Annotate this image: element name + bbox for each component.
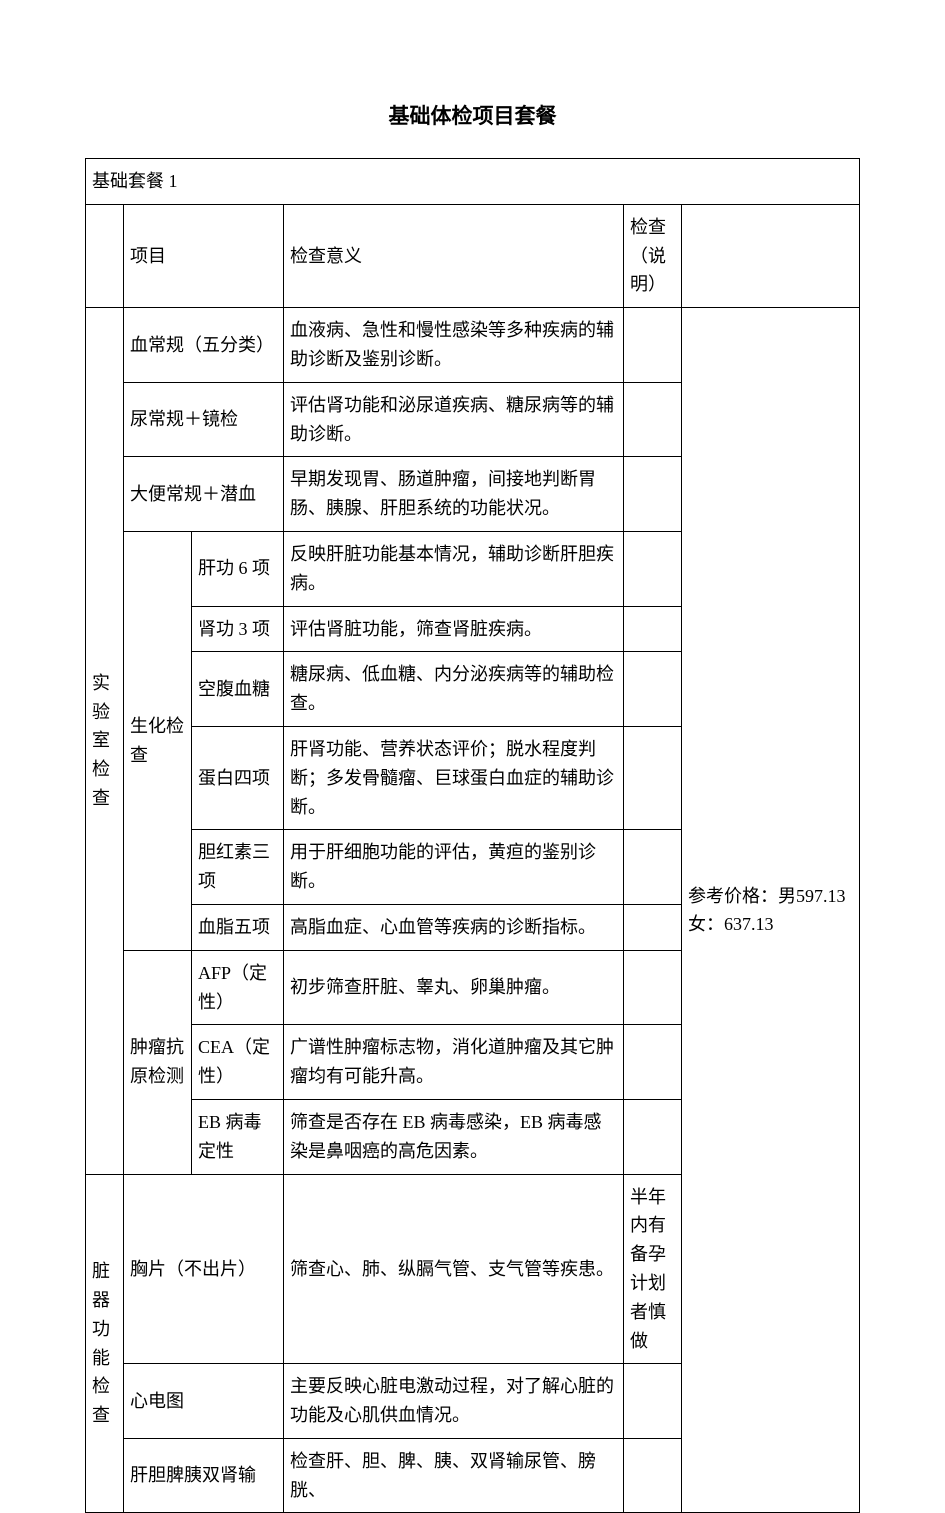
category-lab: 实验室检查	[86, 308, 124, 1174]
table-note	[624, 950, 682, 1025]
table-meaning: 早期发现胃、肠道肿瘤，间接地判断胃肠、胰腺、肝胆系统的功能状况。	[284, 457, 624, 532]
table-item: 肝胆脾胰双肾输	[124, 1438, 284, 1513]
table-item: 血常规（五分类）	[124, 308, 284, 383]
subgroup-tumor: 肿瘤抗原检测	[124, 950, 192, 1174]
package-name: 基础套餐 1	[86, 159, 860, 205]
table-meaning: 筛查心、肺、纵膈气管、支气管等疾患。	[284, 1174, 624, 1364]
table-item: 空腹血糖	[192, 652, 284, 727]
table-note	[624, 652, 682, 727]
table-note	[624, 308, 682, 383]
table-note	[624, 457, 682, 532]
table-meaning: 初步筛查肝脏、睾丸、卵巢肿瘤。	[284, 950, 624, 1025]
table-meaning: 评估肾功能和泌尿道疾病、糖尿病等的辅助诊断。	[284, 382, 624, 457]
table-note	[624, 1099, 682, 1174]
table-meaning: 评估肾脏功能，筛查肾脏疾病。	[284, 606, 624, 652]
table-meaning: 筛查是否存在 EB 病毒感染，EB 病毒感染是鼻咽癌的高危因素。	[284, 1099, 624, 1174]
table-item: 胸片（不出片）	[124, 1174, 284, 1364]
table-meaning: 血液病、急性和慢性感染等多种疾病的辅助诊断及鉴别诊断。	[284, 308, 624, 383]
header-note: 检查（说明）	[624, 204, 682, 307]
table-note	[624, 1364, 682, 1439]
table-meaning: 用于肝细胞功能的评估，黄疸的鉴别诊断。	[284, 830, 624, 905]
price-cell: 参考价格：男597.13 女：637.13	[682, 308, 860, 1513]
table-item: 肾功 3 项	[192, 606, 284, 652]
header-price-blank	[682, 204, 860, 307]
table-note	[624, 1025, 682, 1100]
table-item: AFP（定性）	[192, 950, 284, 1025]
page-title: 基础体检项目套餐	[85, 100, 860, 130]
category-organ: 脏器功能检查	[86, 1174, 124, 1513]
subgroup-biochem: 生化检查	[124, 531, 192, 950]
table-meaning: 糖尿病、低血糖、内分泌疾病等的辅助检查。	[284, 652, 624, 727]
header-meaning: 检查意义	[284, 204, 624, 307]
table-meaning: 广谱性肿瘤标志物，消化道肿瘤及其它肿瘤均有可能升高。	[284, 1025, 624, 1100]
table-note	[624, 904, 682, 950]
table-note	[624, 726, 682, 829]
table-item: 蛋白四项	[192, 726, 284, 829]
table-meaning: 检查肝、胆、脾、胰、双肾输尿管、膀胱、	[284, 1438, 624, 1513]
table-item: 心电图	[124, 1364, 284, 1439]
table-note	[624, 1438, 682, 1513]
table-meaning: 高脂血症、心血管等疾病的诊断指标。	[284, 904, 624, 950]
table-item: 尿常规＋镜检	[124, 382, 284, 457]
table-meaning: 反映肝脏功能基本情况，辅助诊断肝胆疾病。	[284, 531, 624, 606]
table-note	[624, 382, 682, 457]
table-item: 肝功 6 项	[192, 531, 284, 606]
table-item: 大便常规＋潜血	[124, 457, 284, 532]
table-note	[624, 531, 682, 606]
header-blank	[86, 204, 124, 307]
table-item: 胆红素三项	[192, 830, 284, 905]
table-item: CEA（定性）	[192, 1025, 284, 1100]
table-meaning: 主要反映心脏电激动过程，对了解心脏的功能及心肌供血情况。	[284, 1364, 624, 1439]
table-item: EB 病毒定性	[192, 1099, 284, 1174]
exam-package-table: 基础套餐 1项目检查意义检查（说明） 实验室检查血常规（五分类）血液病、急性和慢性…	[85, 158, 860, 1513]
header-item: 项目	[124, 204, 284, 307]
table-item: 血脂五项	[192, 904, 284, 950]
table-note	[624, 606, 682, 652]
table-note: 半年内有备孕计划者慎做	[624, 1174, 682, 1364]
table-note	[624, 830, 682, 905]
table-meaning: 肝肾功能、营养状态评价；脱水程度判断；多发骨髓瘤、巨球蛋白血症的辅助诊断。	[284, 726, 624, 829]
